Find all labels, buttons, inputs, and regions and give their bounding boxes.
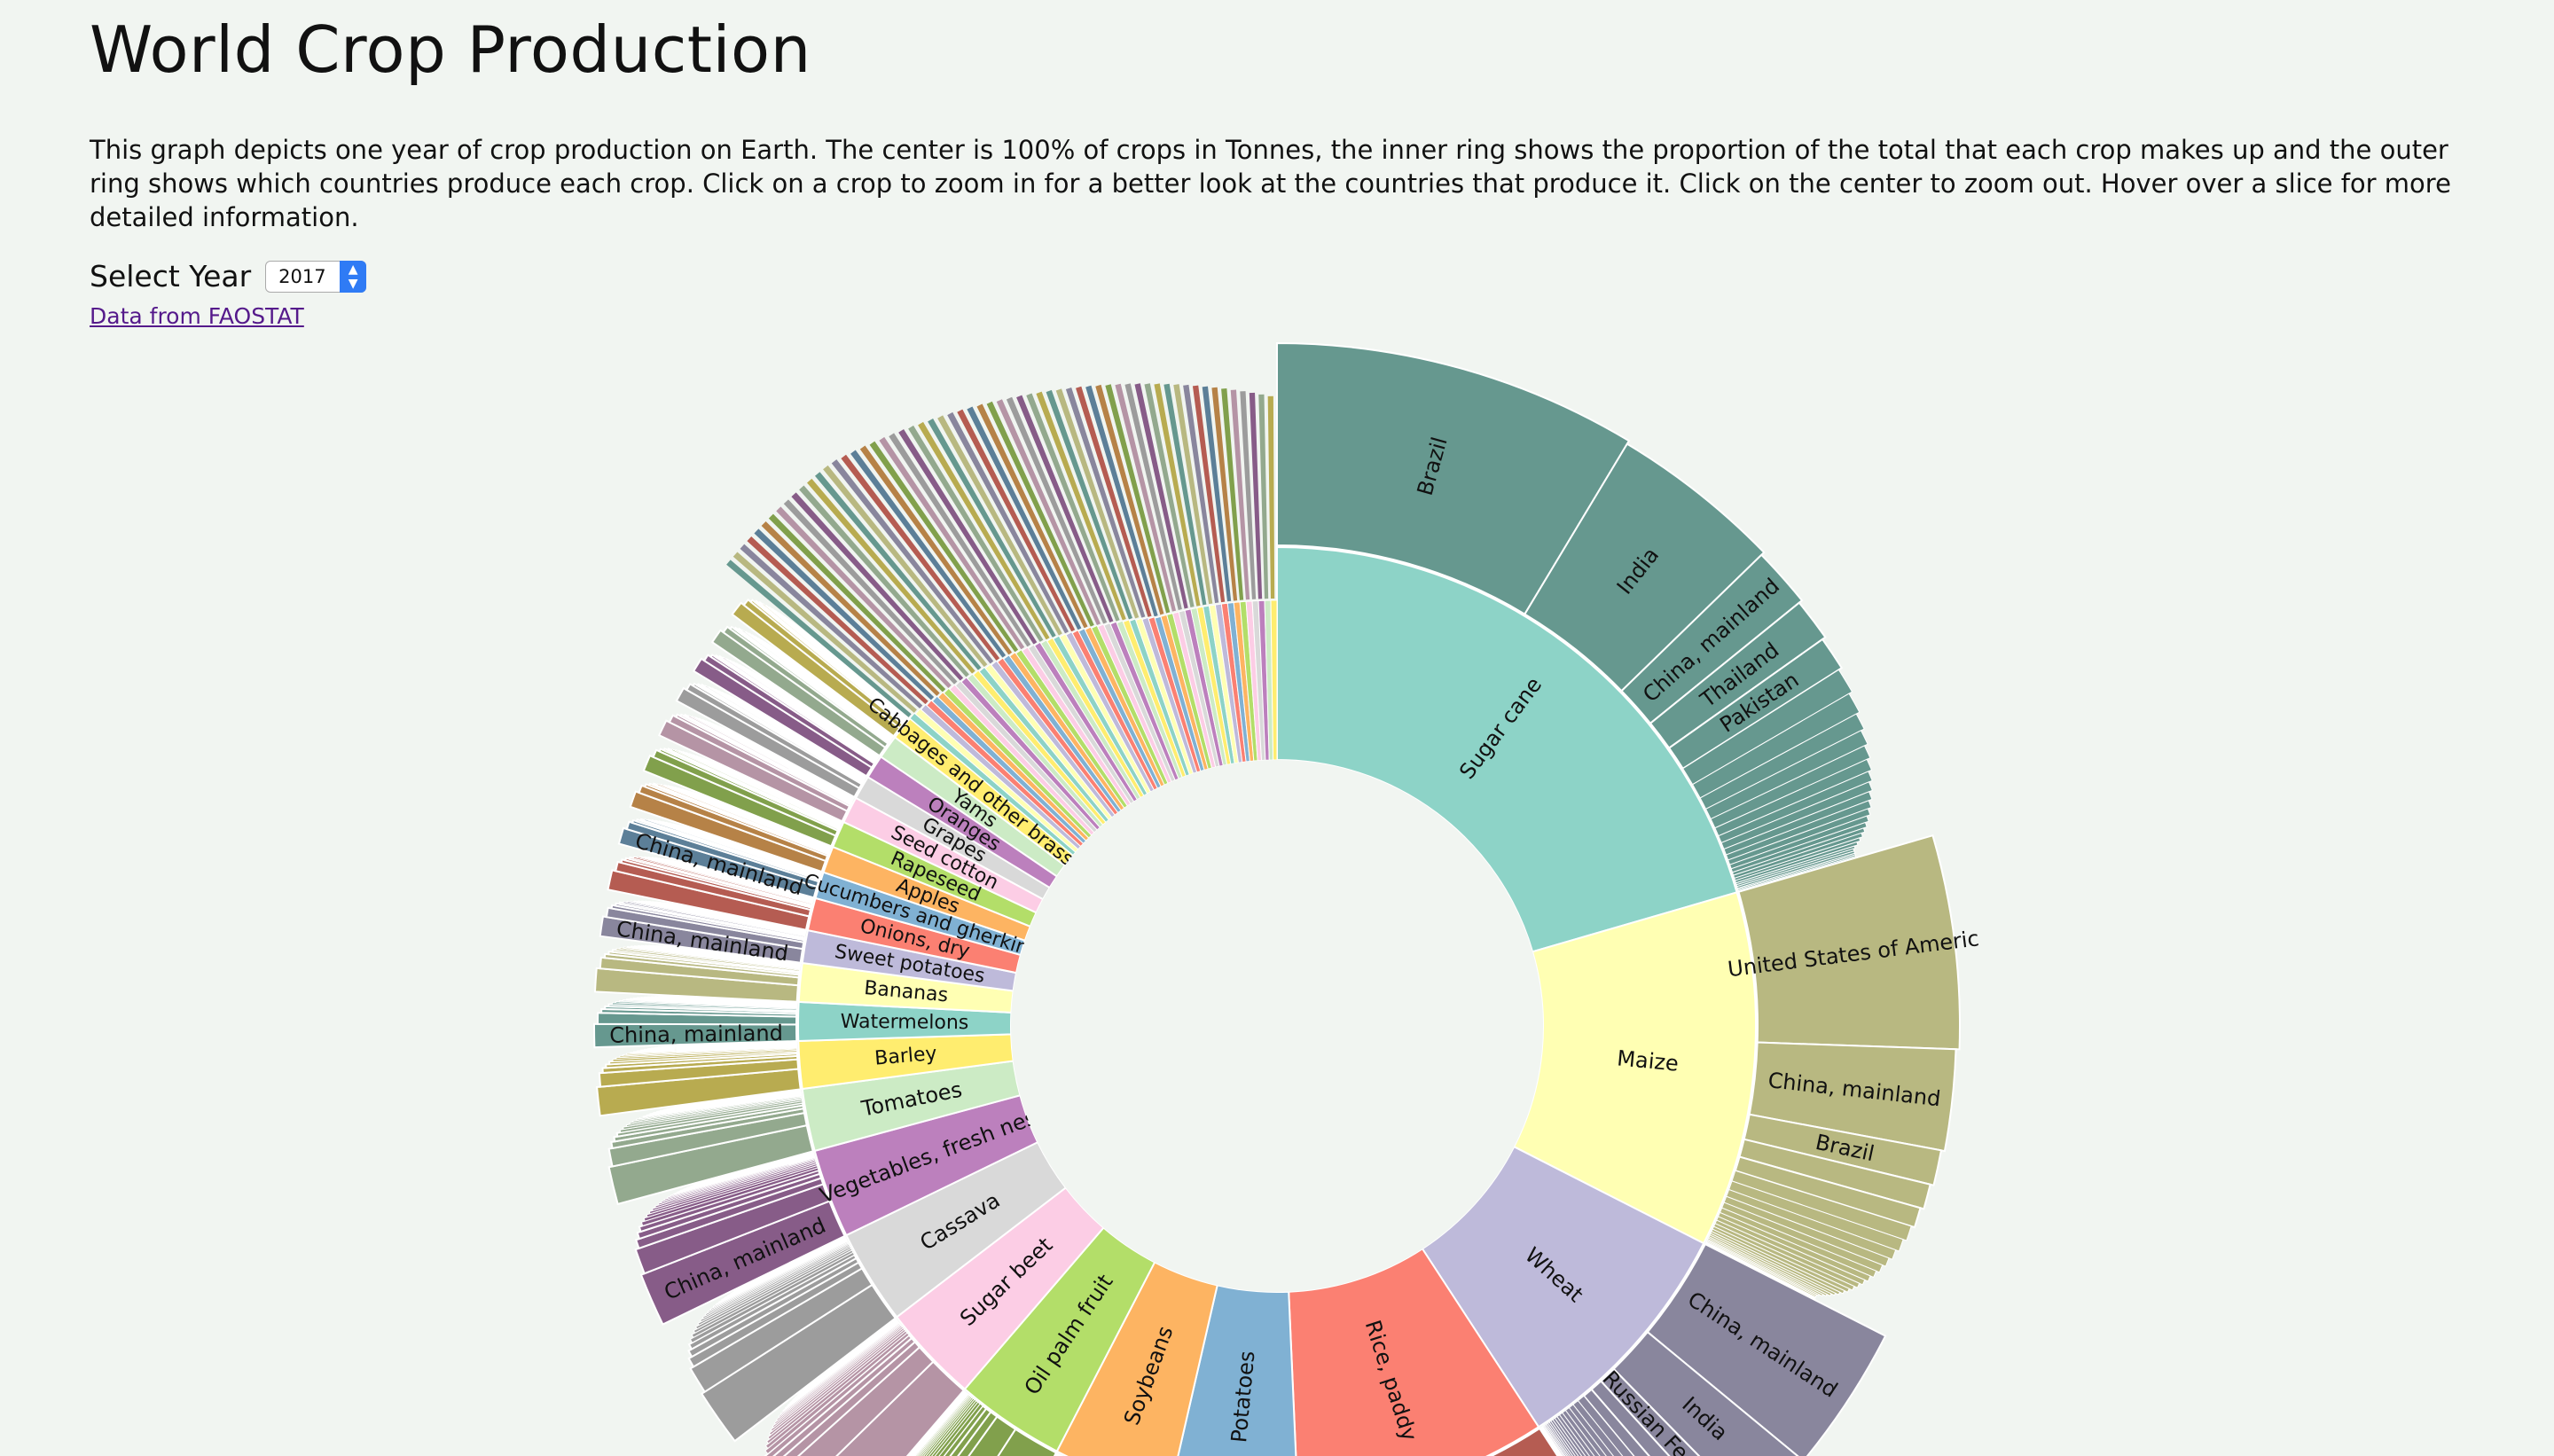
chevron-updown-icon: ▲ ▼: [340, 260, 367, 293]
country-slice-minor[interactable]: [967, 406, 1082, 630]
country-slice-minor[interactable]: [754, 528, 935, 701]
country-slice-minor[interactable]: [928, 419, 1056, 638]
country-slice[interactable]: [1444, 1427, 1650, 1456]
country-slice-minor[interactable]: [879, 436, 1025, 650]
country-slice-minor[interactable]: [1105, 384, 1171, 614]
country-slice-minor[interactable]: [807, 478, 975, 674]
country-slice-minor[interactable]: [908, 425, 1044, 642]
country-slice-minor[interactable]: [747, 536, 928, 705]
country-slice-minor[interactable]: [776, 506, 952, 688]
center-zoom-out[interactable]: [1011, 760, 1543, 1292]
year-select[interactable]: 2017 ▲ ▼: [265, 260, 367, 293]
source-link[interactable]: Data from FAOSTAT: [90, 303, 304, 329]
country-slice-minor[interactable]: [976, 403, 1088, 629]
country-label: China, mainland: [609, 1021, 783, 1048]
country-slice-minor[interactable]: [1258, 394, 1269, 599]
country-slice-minor[interactable]: [768, 513, 946, 693]
crop-label-watermelons: Watermelons: [841, 1011, 969, 1034]
country-slice-minor[interactable]: [841, 454, 1000, 661]
country-slice[interactable]: [1276, 341, 1631, 615]
country-slice-minor[interactable]: [1046, 389, 1132, 620]
country-slice-minor[interactable]: [898, 429, 1038, 645]
country-slice-minor[interactable]: [947, 411, 1069, 634]
country-slice-minor[interactable]: [937, 415, 1062, 636]
country-slice-minor[interactable]: [869, 441, 1019, 653]
country-slice-minor[interactable]: [814, 472, 982, 670]
country-slice-minor[interactable]: [1076, 386, 1152, 617]
country-slice-minor[interactable]: [1134, 383, 1188, 609]
page-title: World Crop Production: [90, 12, 811, 87]
country-slice-minor[interactable]: [1221, 388, 1244, 600]
country-slice-minor[interactable]: [1154, 383, 1201, 607]
country-slice-minor[interactable]: [1230, 389, 1250, 600]
country-slice-minor[interactable]: [740, 544, 923, 708]
country-slice-minor[interactable]: [1249, 392, 1263, 599]
country-slice-minor[interactable]: [799, 485, 969, 677]
country-slice-minor[interactable]: [1183, 384, 1219, 604]
country-slice-minor[interactable]: [1115, 383, 1177, 612]
country-slice-minor[interactable]: [1065, 387, 1146, 618]
year-label: Select Year: [90, 259, 252, 294]
crop-label-barley: Barley: [874, 1043, 937, 1070]
country-slice-minor[interactable]: [850, 450, 1007, 658]
country-slice-minor[interactable]: [1240, 391, 1257, 599]
country-slice-minor[interactable]: [831, 459, 994, 664]
country-slice-minor[interactable]: [1267, 395, 1275, 599]
country-slice-minor[interactable]: [761, 521, 940, 696]
country-slice-minor[interactable]: [859, 445, 1013, 655]
country-slice-minor[interactable]: [1085, 385, 1158, 617]
country-slice-minor[interactable]: [1016, 395, 1114, 623]
country-slice-minor[interactable]: [1173, 384, 1213, 605]
country-slice[interactable]: [1737, 834, 1961, 1051]
country-slice-minor[interactable]: [986, 401, 1094, 627]
country-slice-minor[interactable]: [996, 399, 1101, 625]
country-slice-minor[interactable]: [918, 421, 1050, 640]
country-slice-minor[interactable]: [889, 433, 1031, 647]
country-slice-minor[interactable]: [733, 552, 917, 713]
country-slice-minor[interactable]: [1026, 393, 1120, 622]
page-description: This graph depicts one year of crop prod…: [90, 135, 2451, 232]
inner-ring: [797, 545, 1757, 1456]
country-slice-minor[interactable]: [1036, 391, 1126, 621]
country-slice-minor[interactable]: [1163, 383, 1207, 606]
country-slice-minor[interactable]: [791, 492, 964, 681]
country-slice-minor[interactable]: [1202, 386, 1232, 602]
year-select-value: 2017: [278, 265, 326, 287]
country-slice-minor[interactable]: [1144, 383, 1195, 607]
crop-label-maize: Maize: [1616, 1045, 1680, 1076]
country-slice-minor[interactable]: [783, 499, 958, 685]
outer-ring: [593, 341, 1961, 1456]
country-slice[interactable]: [814, 638, 910, 718]
country-slice-minor[interactable]: [1124, 383, 1182, 611]
country-slice-minor[interactable]: [1006, 396, 1108, 624]
country-slice-minor[interactable]: [1095, 384, 1164, 615]
country-slice-minor[interactable]: [1055, 388, 1140, 619]
country-slice-minor[interactable]: [1192, 385, 1226, 603]
country-slice-minor[interactable]: [1211, 387, 1238, 601]
year-selector-row: Select Year 2017 ▲ ▼: [90, 259, 367, 294]
country-slice-minor[interactable]: [957, 409, 1076, 632]
country-slice-minor[interactable]: [726, 560, 912, 717]
country-slice-minor[interactable]: [823, 465, 988, 668]
